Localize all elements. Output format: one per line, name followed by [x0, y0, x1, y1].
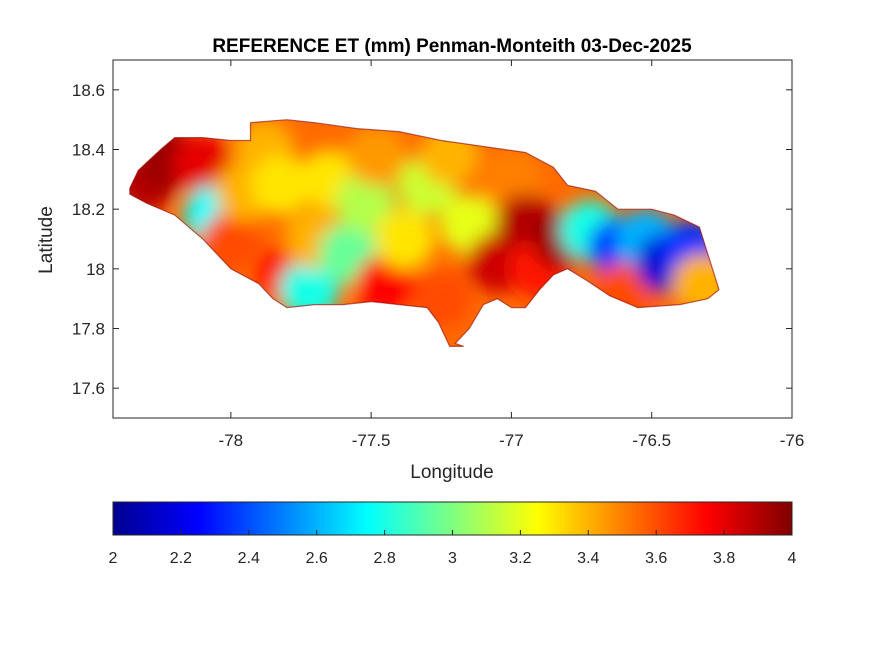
et-region	[251, 155, 312, 216]
land-outline	[129, 119, 720, 347]
colorbar-tick-label: 2.6	[306, 550, 328, 567]
et-region	[355, 253, 416, 314]
colorbar-ticks: 2 2.2 2.4 2.6 2.8 3 3.2 3.4 3.6 3.8 4	[109, 530, 797, 567]
x-axis-ticks: -78 -77.5 -77 -76.5 -76	[219, 60, 805, 450]
y-tick-label: 18.4	[72, 141, 105, 160]
y-axis-label: Latitude	[36, 206, 57, 274]
colorbar-tick-label: 2.4	[238, 550, 260, 567]
colorbar-tick-label: 3	[448, 550, 457, 567]
x-tick-label: -76	[780, 431, 805, 450]
colorbar-tick-label: 4	[788, 550, 797, 567]
et-region	[374, 209, 435, 269]
colorbar-tick-label: 3.2	[509, 550, 531, 567]
colorbar-tick-label: 3.6	[645, 550, 667, 567]
x-tick-label: -77.5	[352, 431, 391, 450]
colorbar-tick-label: 3.4	[577, 550, 599, 567]
et-region	[335, 173, 396, 234]
x-tick-label: -76.5	[632, 431, 671, 450]
y-tick-label: 18.6	[72, 81, 105, 100]
colorbar-tick-label: 2.8	[373, 550, 395, 567]
y-axis-ticks: 17.6 17.8 18 18.2 18.4 18.6	[72, 81, 792, 398]
y-tick-label: 18.2	[72, 200, 105, 219]
colorbar-tick-label: 2.2	[170, 550, 192, 567]
x-tick-label: -78	[219, 431, 244, 450]
x-tick-label: -77	[499, 431, 524, 450]
y-tick-label: 17.8	[72, 320, 105, 339]
x-axis-label: Longitude	[410, 462, 493, 483]
colorbar-tick-label: 2	[109, 550, 118, 567]
colorbar	[112, 501, 793, 536]
et-region	[346, 125, 407, 186]
colorbar-tick-label: 3.8	[713, 550, 735, 567]
y-tick-label: 17.6	[72, 379, 105, 398]
y-tick-label: 18	[86, 260, 105, 279]
chart-title: REFERENCE ET (mm) Penman-Monteith 03-Dec…	[212, 36, 692, 57]
